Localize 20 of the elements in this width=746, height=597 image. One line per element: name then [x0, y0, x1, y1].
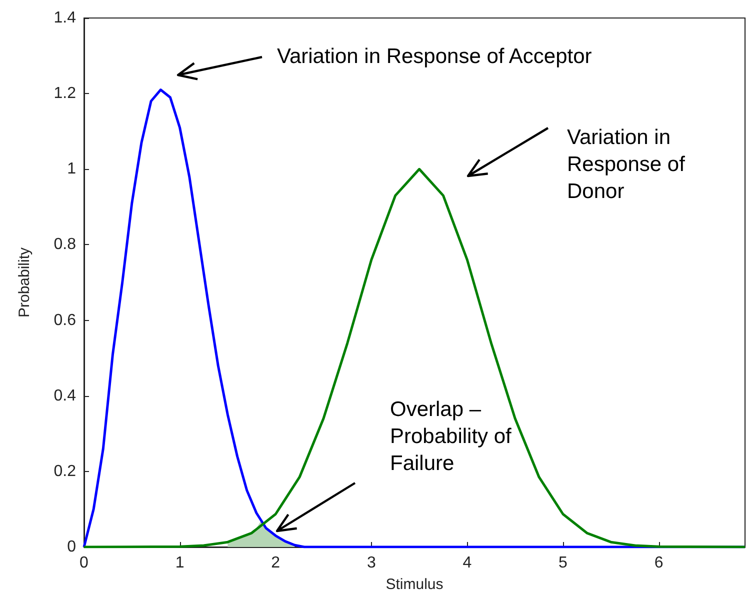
x-axis-title: Stimulus	[386, 576, 444, 593]
y-tick-label: 1.4	[54, 10, 76, 26]
annotation: Variation in Response of Donor	[567, 125, 686, 205]
x-tick-label: 3	[366, 554, 376, 572]
x-tick-label: 4	[462, 554, 472, 572]
y-tick-label: 0.8	[54, 236, 76, 254]
y-tick-label: 0.6	[54, 312, 76, 329]
annotation: Overlap – Probability of Failure	[390, 397, 512, 477]
x-tick-label: 0	[80, 554, 89, 572]
x-tick-label: 2	[271, 554, 280, 572]
y-tick-label: 0.4	[54, 387, 76, 404]
y-tick-label: 0.2	[54, 462, 76, 480]
y-axis-title: Probability	[16, 246, 33, 318]
x-tick-label: 6	[654, 554, 664, 572]
x-tick-label: 5	[558, 554, 568, 572]
annotation: Variation in Response of Acceptor	[277, 44, 593, 70]
y-tick-label: 0	[67, 538, 76, 556]
x-tick-label: 1	[175, 554, 184, 572]
y-tick-label: 1.2	[54, 85, 76, 102]
y-tick-label: 1	[67, 160, 76, 178]
